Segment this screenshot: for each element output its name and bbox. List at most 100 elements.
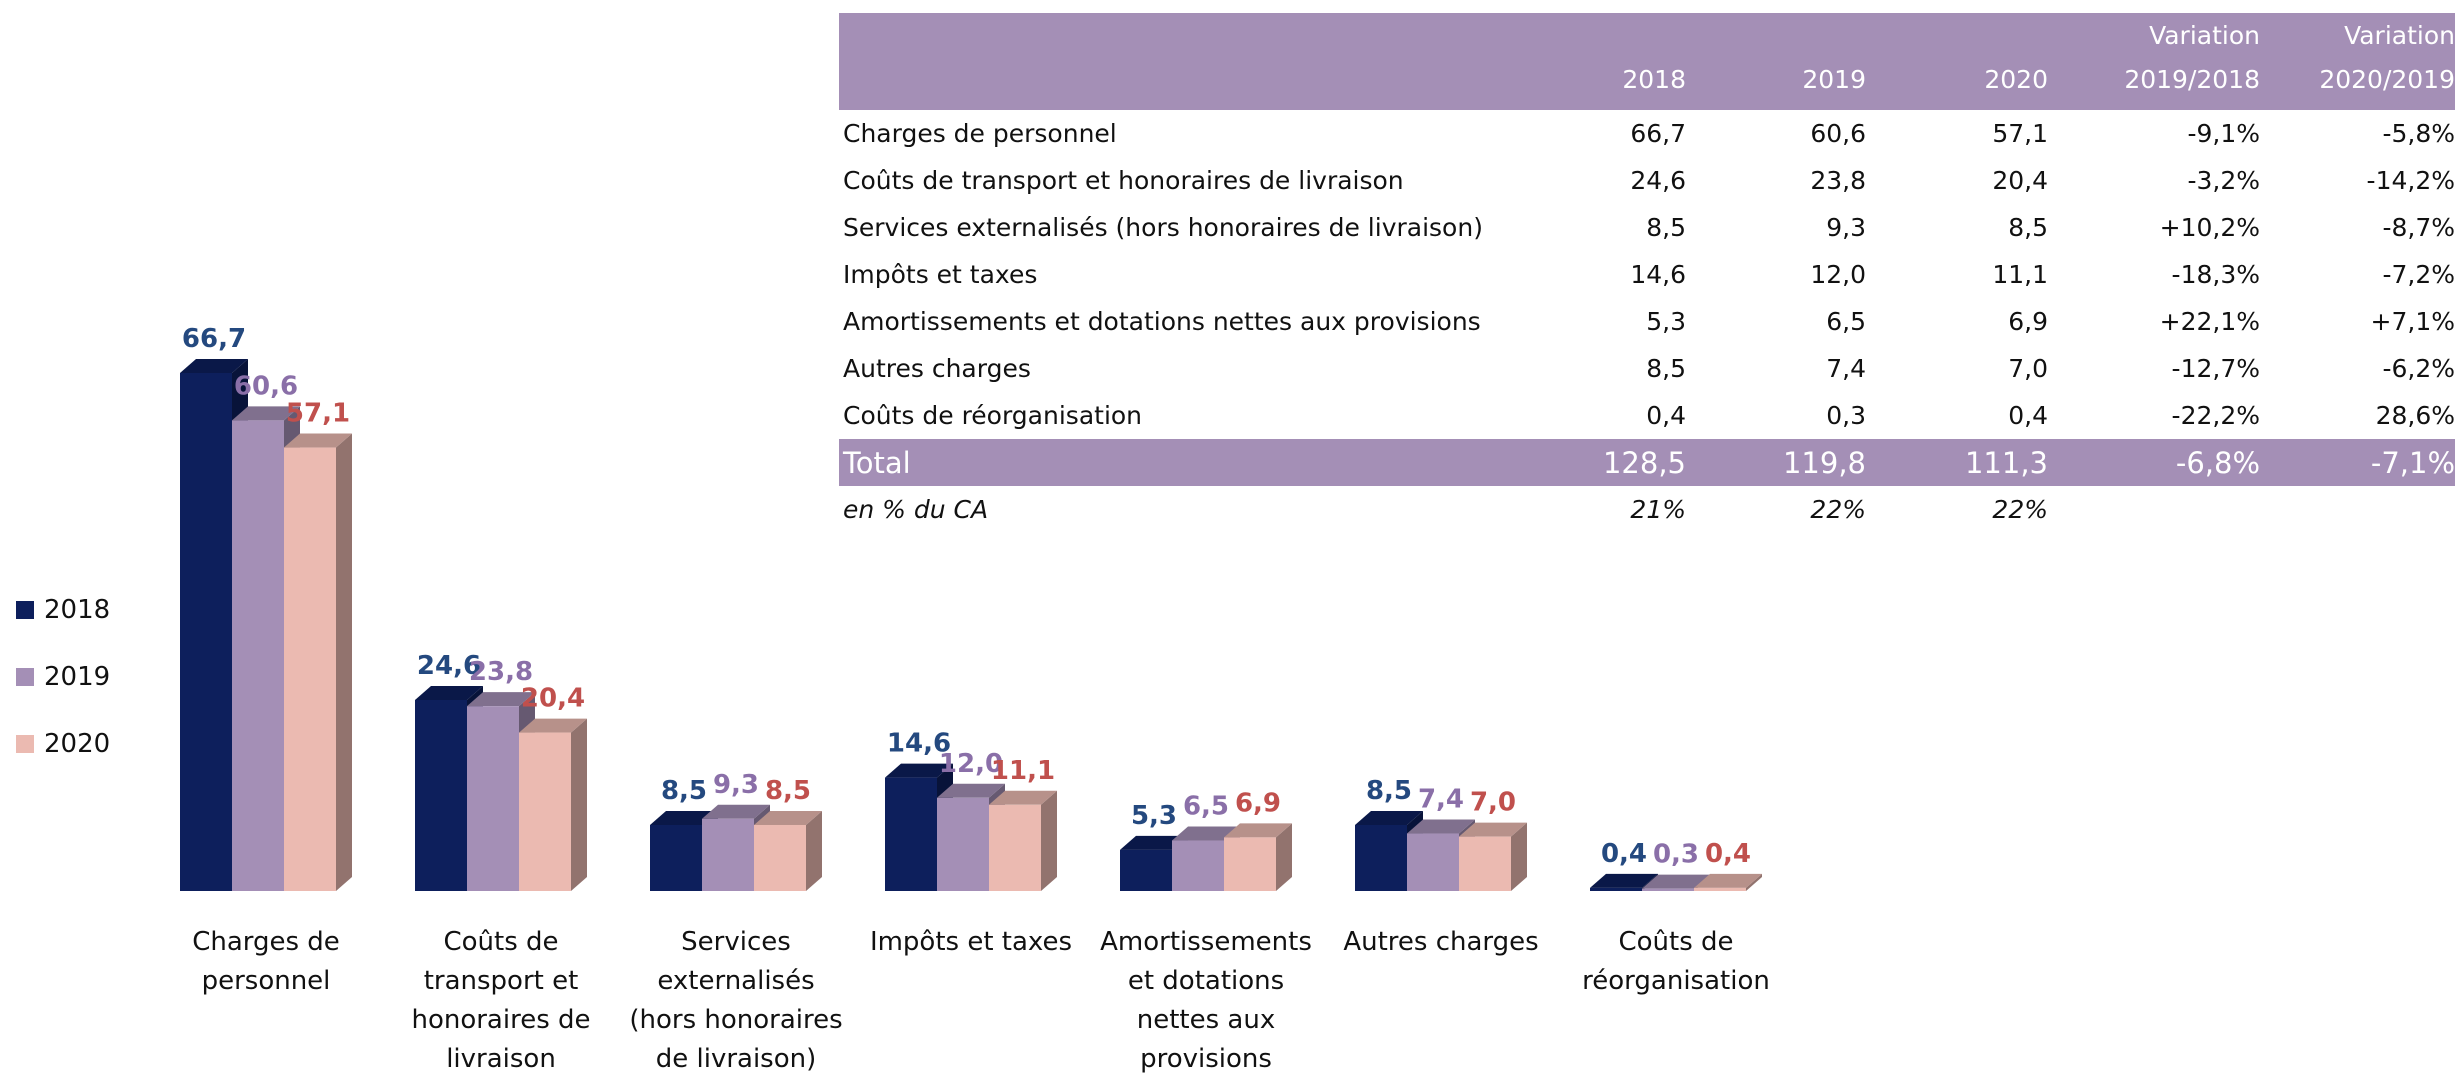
legend-item: 2020 [16, 729, 110, 759]
cell: 23,8 [1810, 166, 1866, 195]
table-row: Coûts de réorganisation 0,4 0,3 0,4 -22,2% 28… [839, 392, 2455, 439]
bar-top [1694, 873, 1762, 888]
bar [989, 804, 1041, 891]
bar-top [1355, 810, 1423, 825]
cell: 28,6% [2375, 401, 2455, 430]
cell: 7,0 [2008, 354, 2048, 383]
bar [1120, 849, 1172, 891]
data-label: 6,5 [1183, 792, 1229, 822]
legend-label: 2018 [44, 595, 111, 625]
bar-side [571, 718, 587, 891]
bar [885, 777, 937, 891]
row-label: Charges de personnel [843, 119, 1117, 148]
category-label: Coûts de transport et honoraires de livr… [411, 927, 591, 1073]
cell: 6,5 [1826, 307, 1866, 336]
bar-top [1172, 826, 1240, 841]
data-label: 5,3 [1131, 801, 1177, 831]
cell: -3,2% [2187, 166, 2260, 195]
cell: +22,1% [2159, 307, 2260, 336]
bar-top [284, 433, 352, 448]
cell: -6,2% [2382, 354, 2455, 383]
bar-top [1642, 874, 1710, 889]
data-label: 66,7 [182, 324, 246, 354]
bar-side [806, 810, 822, 891]
cell: +10,2% [2159, 213, 2260, 242]
bar [937, 797, 989, 891]
bar-top [1120, 835, 1188, 850]
cell: -12,7% [2171, 354, 2260, 383]
category-label: Coûts de réorganisation [1582, 927, 1770, 996]
table-row: Coûts de transport et honoraires de livr… [839, 157, 2455, 204]
cell: 5,3 [1646, 307, 1686, 336]
bar [754, 824, 806, 891]
bar-side [1511, 822, 1527, 891]
data-label: 8,5 [661, 776, 707, 806]
cell: -9,1% [2187, 119, 2260, 148]
cell: 0,4 [2008, 401, 2048, 430]
cell: -5,8% [2382, 119, 2455, 148]
bar [284, 447, 336, 891]
bar-top [754, 810, 822, 825]
bar-top [937, 783, 1005, 798]
row-label: Services externalisés (hors honoraires d… [843, 213, 1483, 242]
bar-top [989, 790, 1057, 805]
bar-side [336, 433, 352, 891]
cell: 119,8 [1782, 445, 1866, 480]
cell: 24,6 [1630, 166, 1686, 195]
bar-top [180, 359, 248, 373]
bar-top [1407, 819, 1475, 834]
data-label: 20,4 [521, 684, 585, 714]
header-cell: 2020 [1984, 65, 2048, 94]
bar-side [1041, 790, 1057, 891]
category-label: Services externalisés (hors honoraires d… [629, 927, 843, 1073]
legend-item: 2019 [16, 662, 110, 692]
bar-top [1459, 822, 1527, 837]
cell: +7,1% [2370, 307, 2455, 336]
data-label: 23,8 [469, 657, 533, 687]
table-row: Amortissements et dotations nettes aux p… [839, 298, 2455, 345]
bar-side [1746, 873, 1762, 891]
bar [1459, 836, 1511, 891]
row-label: en % du CA [843, 495, 989, 524]
bar [1172, 840, 1224, 891]
data-label: 8,5 [1366, 776, 1412, 806]
table-row: Services externalisés (hors honoraires d… [839, 204, 2455, 251]
bar [650, 824, 702, 891]
data-label: 0,4 [1705, 839, 1751, 869]
bar [1224, 837, 1276, 891]
cell: 22% [1992, 495, 2048, 524]
cell: 66,7 [1630, 119, 1686, 148]
table-row: Autres charges 8,5 7,4 7,0 -12,7% -6,2% [839, 345, 2455, 392]
category-label: Autres charges [1343, 927, 1539, 957]
row-label: Total [843, 445, 911, 480]
bar [1590, 887, 1642, 891]
cell: 8,5 [2008, 213, 2048, 242]
cell: 6,9 [2008, 307, 2048, 336]
cell: 0,4 [1646, 401, 1686, 430]
cell: -7,1% [2370, 445, 2455, 480]
cell: 111,3 [1964, 445, 2048, 480]
data-label: 0,3 [1653, 840, 1699, 870]
cell: 22% [1810, 495, 1866, 524]
bar [467, 706, 519, 891]
cell: 12,0 [1810, 260, 1866, 289]
data-label: 7,4 [1418, 785, 1464, 815]
data-label: 14,6 [887, 729, 951, 759]
header-cell: Variation 2020/2019 [2319, 21, 2455, 94]
cell: -6,8% [2175, 445, 2260, 480]
data-label: 60,6 [234, 371, 298, 401]
bar [1355, 824, 1407, 891]
category-label: Impôts et taxes [869, 927, 1073, 957]
legend-swatch [16, 735, 34, 753]
bar-top [519, 718, 587, 733]
bar-top [467, 692, 535, 707]
cell: 21% [1630, 495, 1686, 524]
cell: 9,3 [1826, 213, 1866, 242]
table: 2018 2019 2020 Variation 2019/2018 Variation… [839, 13, 2455, 533]
cell: -8,7% [2382, 213, 2455, 242]
legend-label: 2019 [44, 662, 111, 692]
bar-top [232, 406, 300, 421]
bar [1407, 833, 1459, 891]
cell: 128,5 [1602, 445, 1686, 480]
data-label: 9,3 [713, 770, 759, 800]
